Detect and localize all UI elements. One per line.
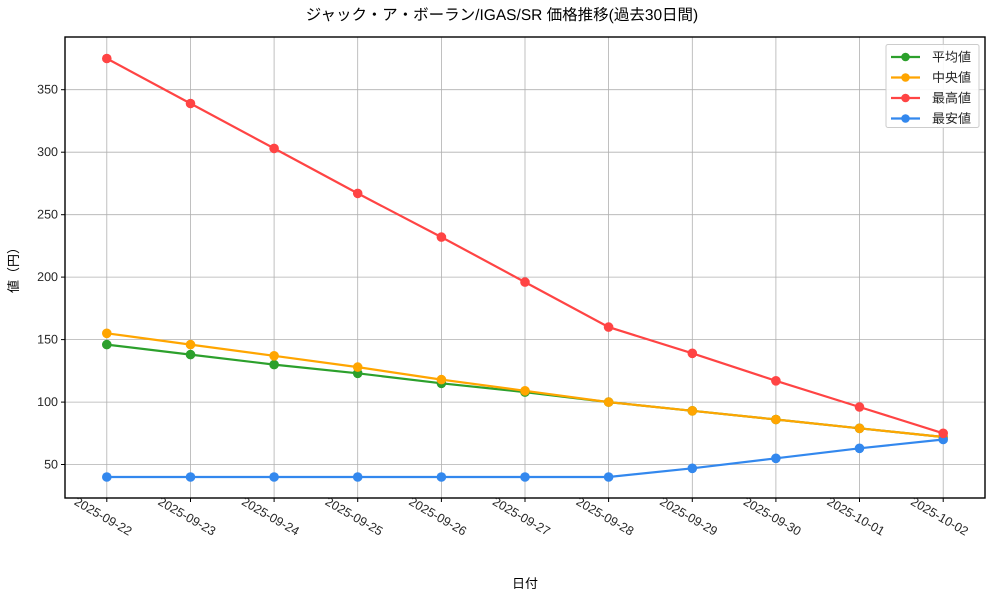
svg-text:ジャック・ア・ボーラン/IGAS/SR 価格推移(過去30日: ジャック・ア・ボーラン/IGAS/SR 価格推移(過去30日間) (306, 6, 698, 24)
svg-text:250: 250 (37, 208, 58, 222)
svg-text:150: 150 (37, 333, 58, 347)
svg-text:平均値: 平均値 (932, 50, 971, 65)
svg-text:350: 350 (37, 83, 58, 97)
svg-text:2025-09-27: 2025-09-27 (490, 494, 552, 538)
svg-text:2025-09-23: 2025-09-23 (156, 494, 218, 538)
svg-text:300: 300 (37, 145, 58, 159)
svg-text:2025-09-24: 2025-09-24 (239, 494, 301, 538)
svg-text:2025-09-29: 2025-09-29 (657, 494, 719, 538)
svg-text:200: 200 (37, 270, 58, 284)
svg-text:2025-10-01: 2025-10-01 (825, 494, 887, 538)
svg-text:最安値: 最安値 (932, 111, 971, 126)
svg-text:日付: 日付 (512, 576, 538, 591)
svg-text:最高値: 最高値 (932, 91, 971, 106)
svg-text:値（円）: 値（円） (6, 241, 21, 293)
svg-text:2025-10-02: 2025-10-02 (908, 494, 970, 538)
svg-text:100: 100 (37, 395, 58, 409)
svg-text:2025-09-26: 2025-09-26 (407, 494, 469, 538)
svg-text:2025-09-30: 2025-09-30 (741, 494, 803, 538)
svg-text:2025-09-22: 2025-09-22 (72, 494, 134, 538)
svg-text:2025-09-25: 2025-09-25 (323, 494, 385, 538)
svg-text:中央値: 中央値 (932, 70, 971, 85)
svg-text:50: 50 (44, 458, 58, 472)
svg-text:2025-09-28: 2025-09-28 (574, 494, 636, 538)
